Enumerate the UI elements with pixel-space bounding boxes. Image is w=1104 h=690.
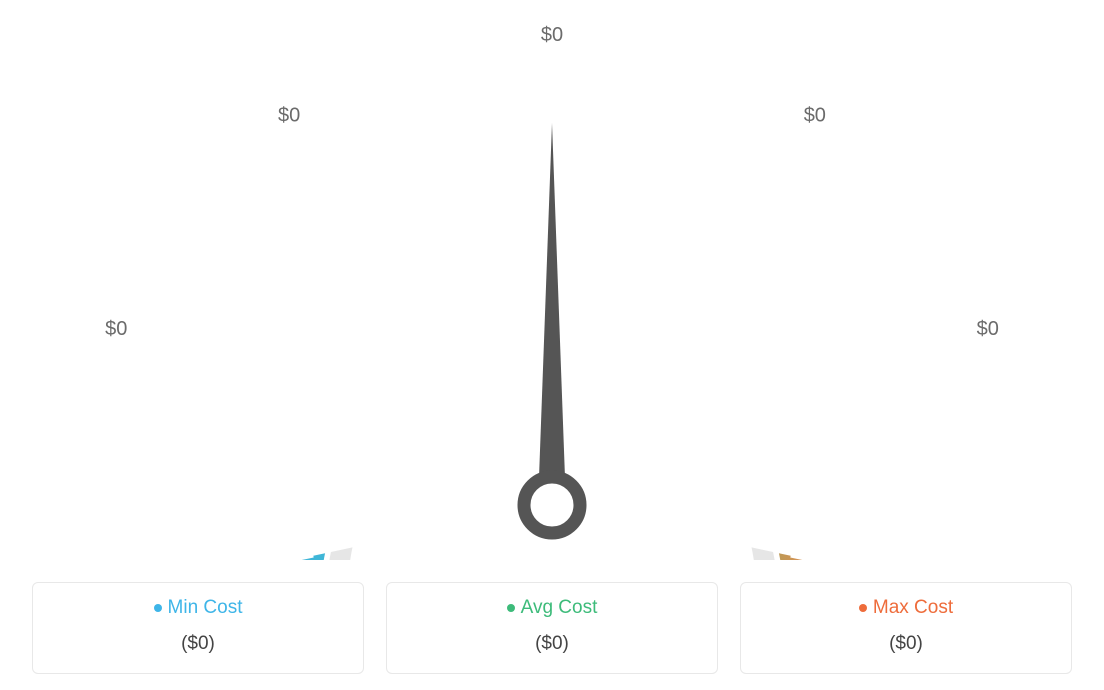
legend-avg-value: ($0): [387, 633, 717, 655]
gauge-tick-label: $0: [541, 24, 563, 46]
legend-min-label-line: Min Cost: [33, 597, 363, 619]
gauge-tick-label: $0: [105, 318, 127, 340]
gauge-tick-label: $0: [804, 104, 826, 126]
gauge-svg: $0$0$0$0$0$0$0: [0, 0, 1104, 560]
legend-avg: Avg Cost ($0): [386, 582, 718, 674]
legend-max-value: ($0): [741, 633, 1071, 655]
legend-max-label-line: Max Cost: [741, 597, 1071, 619]
legend-max-dot: [859, 604, 867, 612]
gauge-tick-label: $0: [278, 104, 300, 126]
gauge-area: $0$0$0$0$0$0$0: [0, 0, 1104, 560]
legend-max: Max Cost ($0): [740, 582, 1072, 674]
legend-min: Min Cost ($0): [32, 582, 364, 674]
gauge-tick-label: $0: [977, 318, 999, 340]
legend-avg-label-line: Avg Cost: [387, 597, 717, 619]
legend-avg-dot: [507, 604, 515, 612]
gauge-cost-chart: $0$0$0$0$0$0$0 Min Cost ($0) Avg Cost ($…: [0, 0, 1104, 690]
legend-row: Min Cost ($0) Avg Cost ($0) Max Cost ($0…: [32, 582, 1072, 674]
legend-avg-label: Avg Cost: [521, 597, 598, 618]
legend-min-label: Min Cost: [168, 597, 243, 618]
legend-min-dot: [154, 604, 162, 612]
legend-max-label: Max Cost: [873, 597, 953, 618]
legend-min-value: ($0): [33, 633, 363, 655]
